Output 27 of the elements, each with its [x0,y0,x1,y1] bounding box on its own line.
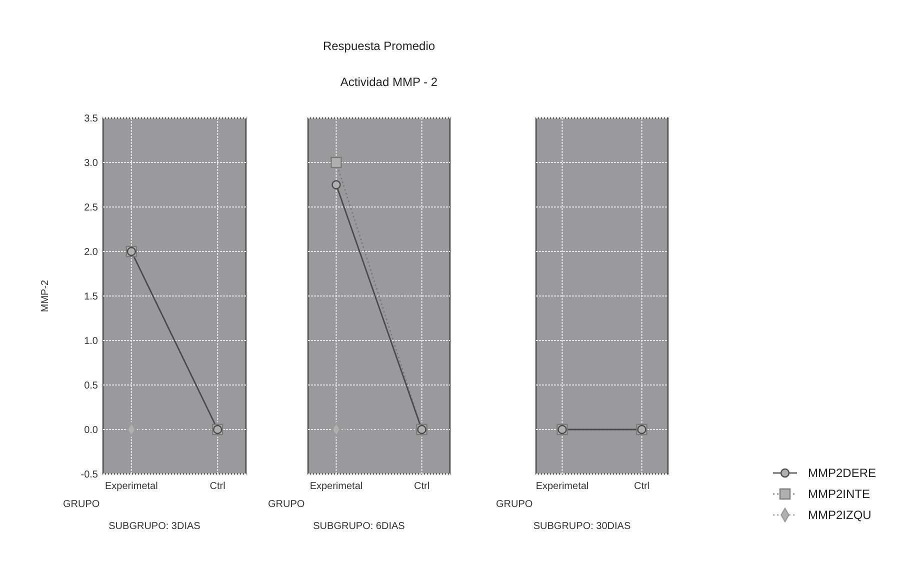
y-tick-label: 1.0 [84,336,98,347]
text: SUBGRUPO: 6DIAS [313,521,406,532]
y-tick-label: -0.5 [80,470,98,480]
legend-label: MMP2IZQU [808,508,872,522]
x-tick-label: Experimetal [536,481,589,492]
legend-label: MMP2DERE [808,466,876,480]
chart-title: Respuesta Promedio [322,39,436,53]
x-tick-label: Ctrl [210,481,226,492]
chart-subtitle: Actividad MMP - 2 [340,75,438,89]
x-tick-label: Ctrl [634,481,650,492]
text: SUBGRUPO: 3DIAS [108,521,201,532]
y-tick-label: 0.5 [84,380,98,392]
y-tick-label: 3.5 [84,114,98,124]
y-axis-title: MMP-2 [40,279,51,312]
y-tick-label: 2.5 [84,202,98,214]
x-axis-title: GRUPO [63,499,100,510]
x-tick-label: Experimetal [310,481,363,492]
x-axis-title: GRUPO [268,499,305,510]
x-tick-label: Ctrl [414,481,430,492]
y-tick-label: 1.5 [84,292,98,302]
y-tick-label: 3.0 [84,158,98,169]
y-tick-label: 2.0 [84,247,98,258]
x-axis-title: GRUPO [496,499,533,510]
text: SUBGRUPO: 30DIAS [533,521,631,532]
x-tick-label: Experimetal [105,481,158,492]
legend-label: MMP2INTE [808,487,870,502]
y-tick-label: 0.0 [84,425,98,436]
